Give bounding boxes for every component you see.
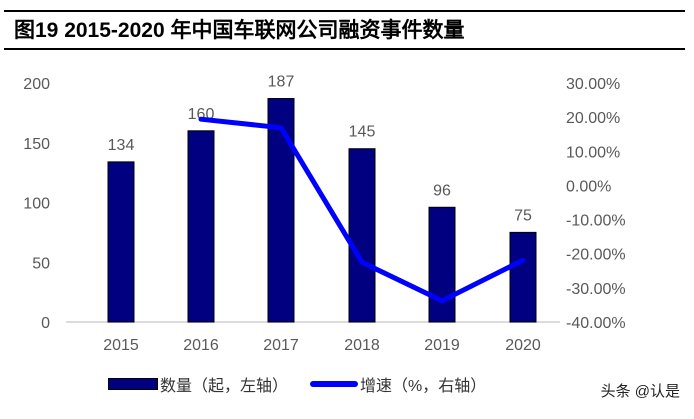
bar xyxy=(267,98,295,323)
bar xyxy=(509,231,537,323)
x-tick-label: 2017 xyxy=(263,337,299,354)
left-tick-label: 100 xyxy=(23,196,50,213)
bar-value-label: 145 xyxy=(349,124,376,141)
bar-series xyxy=(107,98,537,323)
left-tick-label: 50 xyxy=(32,255,50,272)
x-tick-label: 2018 xyxy=(344,337,380,354)
bar-value-label: 96 xyxy=(433,182,451,199)
right-tick-label: -30.00% xyxy=(566,281,626,298)
left-axis: 0 50 100 150 200 xyxy=(23,76,50,332)
bar xyxy=(348,148,376,323)
line-legend-swatch xyxy=(310,381,358,387)
bar-legend-swatch xyxy=(108,378,158,390)
right-tick-label: -40.00% xyxy=(566,315,626,332)
x-tick-label: 2019 xyxy=(424,337,460,354)
bar-value-label: 187 xyxy=(268,74,295,91)
right-axis: -40.00% -30.00% -20.00% -10.00% 0.00% 10.00% 2… xyxy=(553,76,626,332)
left-tick-label: 150 xyxy=(23,136,50,153)
title-rule xyxy=(4,48,685,50)
chart-title: 图19 2015-2020 年中国车联网公司融资事件数量 xyxy=(14,19,465,42)
right-tick-label: 0.00% xyxy=(566,178,611,195)
right-tick-label: -10.00% xyxy=(566,213,626,230)
watermark: 头条 @认是 xyxy=(600,383,680,400)
x-tick-label: 2020 xyxy=(505,337,541,354)
bar-value-label: 75 xyxy=(514,207,532,224)
right-tick-label: 30.00% xyxy=(566,76,620,93)
top-rule xyxy=(4,10,685,12)
right-tick-label: 20.00% xyxy=(566,110,620,127)
bar-legend-label: 数量（起，左轴） xyxy=(160,378,289,395)
left-tick-label: 200 xyxy=(23,76,50,93)
growth-line xyxy=(198,116,526,304)
bar xyxy=(428,206,456,323)
right-tick-label: 10.00% xyxy=(566,144,620,161)
right-tick-label: -20.00% xyxy=(566,247,626,264)
x-axis-labels: 2015 2016 2017 2018 2019 2020 xyxy=(103,337,541,354)
bar xyxy=(107,161,135,323)
left-tick-label: 0 xyxy=(41,315,50,332)
legend-line: 增速（%，右轴） xyxy=(310,372,486,396)
bar-value-label: 134 xyxy=(108,137,135,154)
line-legend-label: 增速（%，右轴） xyxy=(360,378,487,395)
x-tick-label: 2016 xyxy=(183,337,219,354)
legend-bar: 数量（起，左轴） xyxy=(108,372,288,396)
bar xyxy=(187,130,215,323)
x-tick-label: 2015 xyxy=(103,337,139,354)
